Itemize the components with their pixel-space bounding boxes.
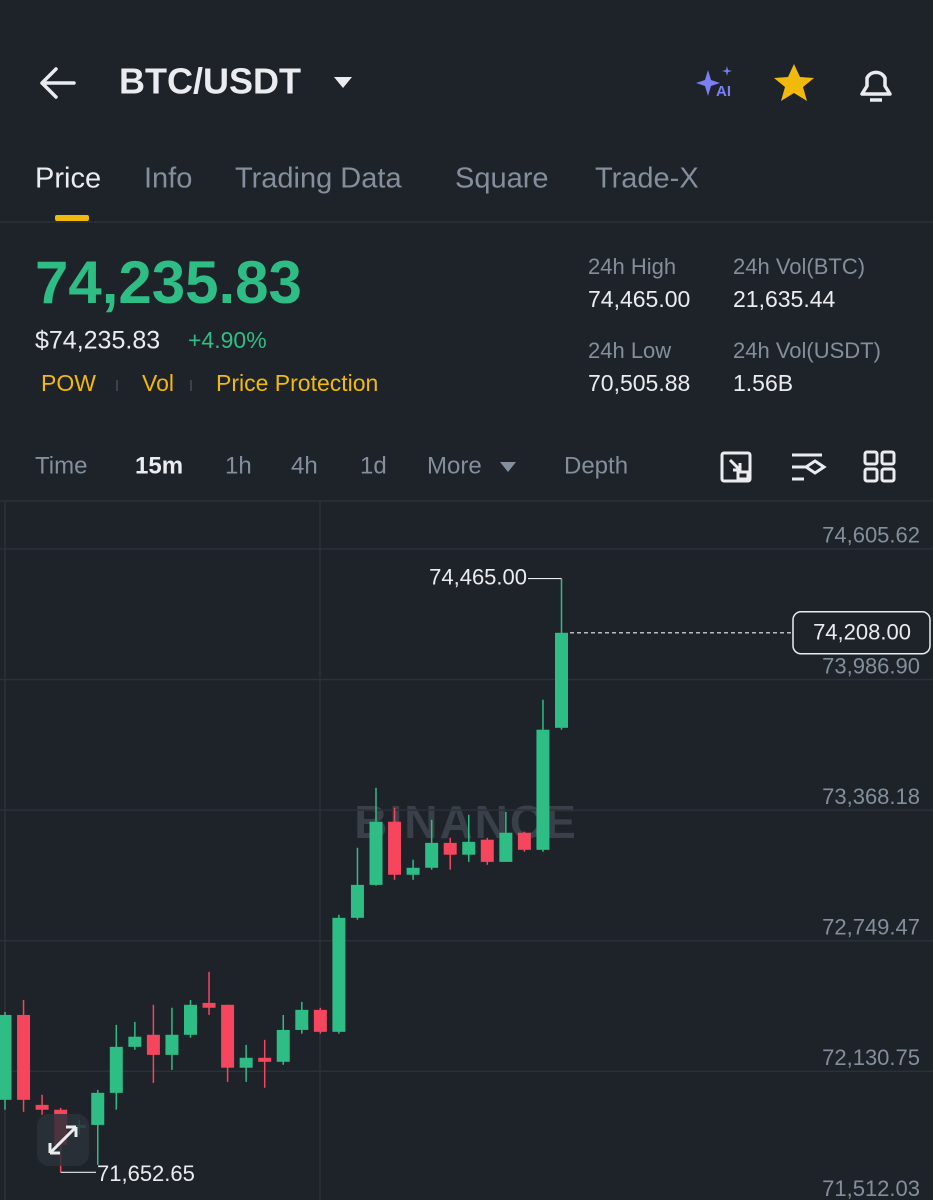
interval[interactable]: 1d: [360, 452, 387, 479]
stat-value: 21,635.44: [733, 286, 836, 312]
candle-body: [128, 1036, 142, 1047]
candle-body: [0, 1014, 12, 1100]
alert-bell[interactable]: [860, 70, 892, 102]
candle-body: [295, 1009, 309, 1030]
back-button[interactable]: [40, 67, 76, 99]
stat-value: 70,505.88: [588, 370, 690, 396]
expand-button[interactable]: [37, 1114, 89, 1166]
candle-body: [388, 821, 402, 875]
ai-button[interactable]: AI: [696, 66, 732, 100]
tag[interactable]: POW: [41, 370, 96, 396]
candle-body: [406, 867, 420, 875]
candle-body: [109, 1046, 123, 1093]
last-price-box: [792, 611, 931, 655]
candle-body: [350, 884, 364, 918]
tag[interactable]: Vol: [142, 370, 174, 396]
pair-dropdown[interactable]: [334, 77, 352, 88]
candle-body: [555, 632, 568, 728]
price-change: +4.90%: [188, 327, 267, 353]
candle-body: [443, 842, 457, 855]
stat-value: 1.56B: [733, 370, 793, 396]
high-marker-label: 74,465.00: [429, 564, 527, 589]
low-marker-label: 71,652.65: [97, 1161, 195, 1186]
stat-label: 24h High: [588, 254, 676, 279]
interval[interactable]: More: [427, 452, 482, 479]
candle-body: [332, 917, 346, 1032]
candle-body: [202, 1002, 216, 1008]
candle-body: [313, 1009, 327, 1032]
stat-label: 24h Vol(BTC): [733, 254, 865, 279]
tab[interactable]: Square: [455, 163, 549, 195]
y-tick-label: 72,749.47: [822, 915, 920, 940]
last-price-label: 74,208.00: [813, 620, 911, 645]
candle-body: [369, 821, 383, 885]
y-tick-label: 72,130.75: [822, 1045, 920, 1070]
candle-body: [499, 832, 513, 862]
candle-body: [165, 1034, 179, 1055]
candle-body: [17, 1014, 31, 1100]
candle-body: [146, 1034, 160, 1055]
fiat-price: $74,235.83: [35, 327, 160, 355]
ai-label: AI: [716, 83, 731, 100]
candle-body: [517, 832, 531, 850]
interval[interactable]: Time: [35, 452, 87, 479]
tab[interactable]: Trade-X: [595, 163, 699, 195]
tab[interactable]: Trading Data: [235, 163, 402, 195]
stat-label: 24h Vol(USDT): [733, 338, 881, 363]
interval[interactable]: Depth: [564, 452, 628, 479]
candle-body: [258, 1057, 272, 1062]
stat-label: 24h Low: [588, 338, 671, 363]
candle-body: [425, 842, 439, 868]
candle-body: [91, 1092, 105, 1125]
interval[interactable]: 15m: [135, 452, 183, 479]
stat-value: 74,465.00: [588, 286, 690, 312]
active-tab-indicator: [55, 215, 89, 221]
layout-tool[interactable]: [863, 450, 896, 483]
tag[interactable]: Price Protection: [216, 370, 378, 396]
fullscreen-tool[interactable]: [720, 451, 752, 483]
candle-body: [276, 1029, 290, 1062]
candle-body: [239, 1057, 253, 1068]
y-tick-label: 74,605.62: [822, 523, 920, 548]
candle-body: [536, 729, 550, 850]
indicator-tool[interactable]: [792, 453, 827, 481]
candle-body: [462, 841, 476, 855]
tab[interactable]: Price: [35, 163, 101, 195]
tab[interactable]: Info: [144, 163, 192, 195]
more-dropdown[interactable]: [500, 462, 516, 472]
interval[interactable]: 4h: [291, 452, 318, 479]
candle-body: [35, 1104, 49, 1110]
candle-body: [480, 839, 494, 862]
y-tick-label: 73,986.90: [822, 653, 920, 678]
last-price: 74,235.83: [35, 249, 302, 316]
y-tick-label: 71,512.03: [822, 1176, 920, 1200]
interval[interactable]: 1h: [225, 452, 252, 479]
y-tick-label: 73,368.18: [822, 784, 920, 809]
candle-body: [184, 1004, 197, 1035]
pair-title[interactable]: BTC/USDT: [119, 61, 301, 102]
favorite-star[interactable]: [774, 64, 814, 101]
candle-body: [221, 1004, 235, 1068]
